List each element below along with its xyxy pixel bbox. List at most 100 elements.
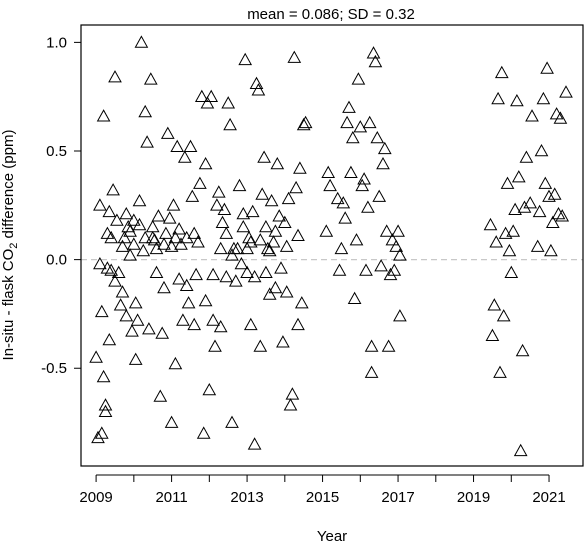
data-point bbox=[559, 85, 573, 98]
data-point bbox=[174, 237, 188, 250]
data-point bbox=[362, 115, 377, 129]
data-point bbox=[115, 285, 130, 298]
data-point bbox=[542, 189, 556, 202]
data-point bbox=[485, 328, 500, 341]
data-point bbox=[291, 317, 305, 331]
data-point bbox=[117, 230, 132, 244]
data-point bbox=[198, 156, 213, 170]
data-point bbox=[96, 369, 111, 383]
data-point bbox=[553, 111, 568, 124]
data-point bbox=[170, 139, 185, 152]
data-point bbox=[272, 209, 287, 222]
data-point bbox=[115, 239, 130, 252]
data-point bbox=[340, 115, 354, 129]
data-point bbox=[276, 335, 290, 348]
data-point bbox=[183, 139, 198, 152]
data-point bbox=[342, 100, 356, 113]
data-point bbox=[130, 313, 145, 326]
data-point bbox=[219, 226, 234, 239]
data-point bbox=[204, 89, 219, 102]
data-point bbox=[506, 224, 521, 237]
data-point bbox=[349, 233, 364, 246]
data-point bbox=[162, 211, 177, 224]
data-point bbox=[366, 46, 381, 59]
data-point bbox=[143, 72, 158, 85]
x-tick-label: 2011 bbox=[155, 489, 187, 506]
data-point bbox=[187, 317, 202, 331]
data-point bbox=[159, 226, 173, 239]
data-point bbox=[189, 267, 203, 281]
data-point bbox=[140, 135, 154, 148]
data-point bbox=[511, 170, 526, 183]
data-point bbox=[187, 226, 202, 239]
data-point bbox=[138, 230, 153, 244]
data-point bbox=[338, 211, 353, 224]
data-point bbox=[113, 298, 128, 311]
data-point bbox=[376, 156, 390, 170]
data-point bbox=[251, 83, 266, 96]
data-point bbox=[510, 93, 524, 107]
data-point bbox=[200, 96, 215, 109]
data-point bbox=[262, 287, 277, 300]
data-point bbox=[149, 265, 164, 278]
data-point bbox=[149, 241, 164, 255]
y-axis: 1.0 0.5 0.0 -0.5 bbox=[41, 34, 81, 377]
data-point bbox=[166, 198, 181, 211]
data-point bbox=[347, 291, 362, 304]
data-point bbox=[387, 263, 402, 276]
data-point bbox=[496, 309, 511, 322]
data-point bbox=[142, 322, 156, 335]
data-point bbox=[245, 204, 260, 218]
data-point bbox=[210, 198, 224, 211]
data-point bbox=[228, 274, 243, 287]
data-point bbox=[93, 198, 107, 211]
data-point bbox=[126, 237, 141, 250]
data-point bbox=[364, 339, 379, 352]
data-point bbox=[164, 239, 179, 252]
data-point bbox=[89, 350, 103, 363]
x-axis-label: Year bbox=[317, 528, 347, 545]
data-point bbox=[268, 280, 283, 294]
data-point bbox=[221, 96, 236, 109]
data-point bbox=[534, 143, 549, 157]
data-point bbox=[177, 150, 192, 163]
data-point bbox=[179, 230, 194, 244]
data-point bbox=[102, 332, 117, 346]
x-tick-label: 2015 bbox=[306, 489, 339, 506]
data-point bbox=[259, 219, 273, 233]
data-point bbox=[370, 130, 385, 144]
data-point bbox=[287, 50, 302, 63]
data-point bbox=[236, 206, 251, 220]
data-point bbox=[355, 178, 370, 192]
data-point bbox=[104, 230, 119, 244]
data-point bbox=[168, 230, 183, 244]
data-point bbox=[91, 430, 105, 444]
data-point bbox=[179, 278, 194, 291]
x-tick-label: 2017 bbox=[381, 489, 414, 506]
data-point bbox=[110, 213, 124, 226]
data-point bbox=[268, 224, 283, 237]
data-point bbox=[513, 443, 528, 457]
points-group bbox=[89, 35, 573, 457]
data-point bbox=[353, 120, 368, 133]
data-point bbox=[279, 285, 294, 298]
data-point bbox=[215, 215, 230, 228]
data-point bbox=[181, 296, 196, 309]
data-point bbox=[151, 209, 166, 222]
data-point bbox=[500, 176, 515, 189]
data-point bbox=[94, 426, 109, 439]
data-point bbox=[98, 404, 113, 417]
data-point bbox=[519, 150, 534, 163]
data-point bbox=[264, 193, 279, 207]
data-point bbox=[230, 241, 245, 255]
data-point bbox=[185, 189, 200, 202]
data-point bbox=[285, 387, 300, 400]
data-point bbox=[323, 178, 337, 192]
data-point bbox=[377, 141, 392, 155]
data-point bbox=[145, 219, 160, 233]
y-axis-label: In-situ - flask CO2 difference (ppm) bbox=[0, 130, 20, 361]
data-point bbox=[243, 235, 258, 248]
data-point bbox=[213, 319, 228, 333]
data-point bbox=[119, 206, 134, 220]
data-point bbox=[111, 265, 126, 278]
